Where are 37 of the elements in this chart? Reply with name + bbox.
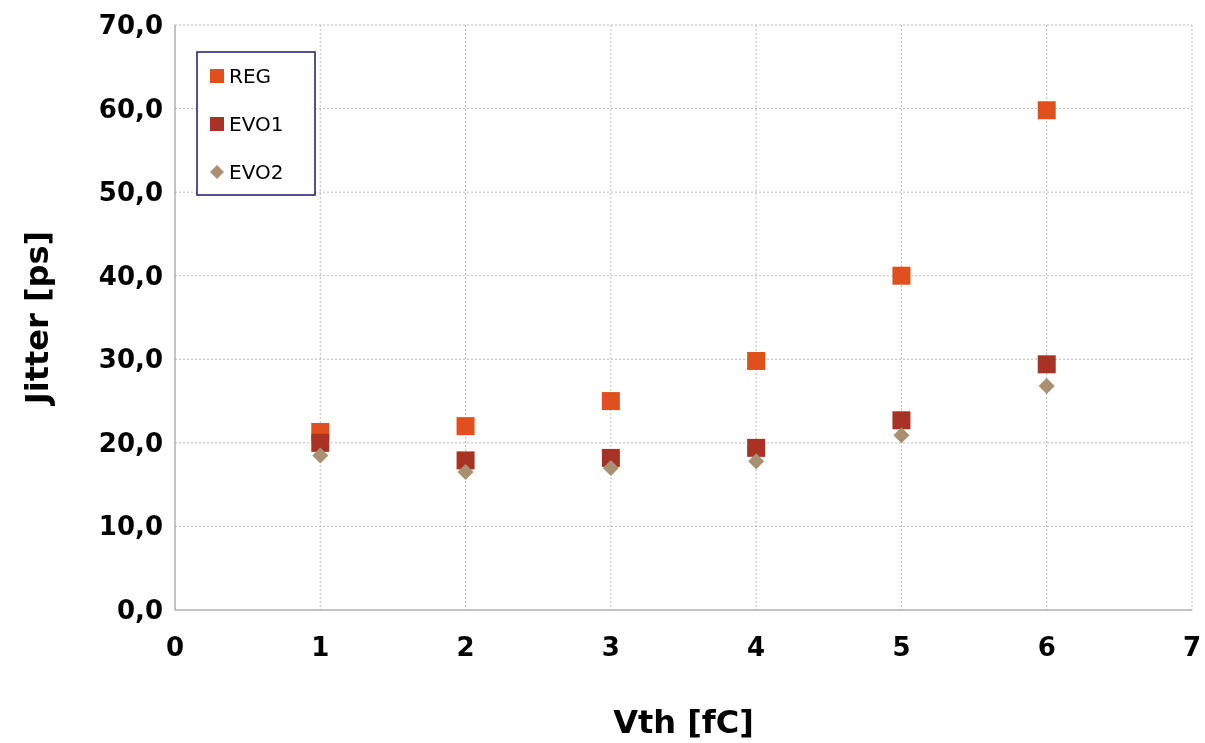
point xyxy=(601,392,620,411)
x-tick-label: 4 xyxy=(747,632,766,662)
y-tick-label: 50,0 xyxy=(98,177,163,208)
y-tick-label: 10,0 xyxy=(98,511,163,542)
y-tick-label: 20,0 xyxy=(98,427,163,458)
point xyxy=(748,453,765,470)
x-tick-label: 5 xyxy=(892,632,911,662)
point xyxy=(312,447,329,464)
y-tick-label: 70,0 xyxy=(98,10,163,40)
point xyxy=(1037,355,1056,374)
legend-label: EVO1 xyxy=(229,112,284,136)
point xyxy=(602,459,619,476)
y-tick-label: 60,0 xyxy=(98,93,163,124)
point xyxy=(1038,378,1055,395)
x-axis-title: Vth [fC] xyxy=(613,703,754,741)
point xyxy=(457,464,474,481)
x-tick-label: 6 xyxy=(1037,632,1056,662)
legend-label: REG xyxy=(229,64,272,88)
x-tick-label: 0 xyxy=(165,632,185,662)
point xyxy=(1037,101,1056,120)
y-tick-label: 40,0 xyxy=(98,260,163,291)
y-tick-label: 0,0 xyxy=(116,595,163,625)
point xyxy=(456,417,475,436)
x-tick-label: 7 xyxy=(1182,632,1202,662)
point xyxy=(747,438,766,457)
y-tick-label: 30,0 xyxy=(98,344,163,375)
point xyxy=(893,427,910,444)
point xyxy=(456,451,475,470)
point xyxy=(311,433,330,452)
x-tick-label: 2 xyxy=(456,632,475,662)
y-axis-title: Jitter [ps] xyxy=(18,230,56,407)
point xyxy=(892,266,911,285)
point xyxy=(747,351,766,370)
point xyxy=(892,411,911,430)
legend-label: EVO2 xyxy=(229,160,284,184)
x-tick-label: 3 xyxy=(601,632,620,662)
x-tick-label: 1 xyxy=(311,632,330,662)
